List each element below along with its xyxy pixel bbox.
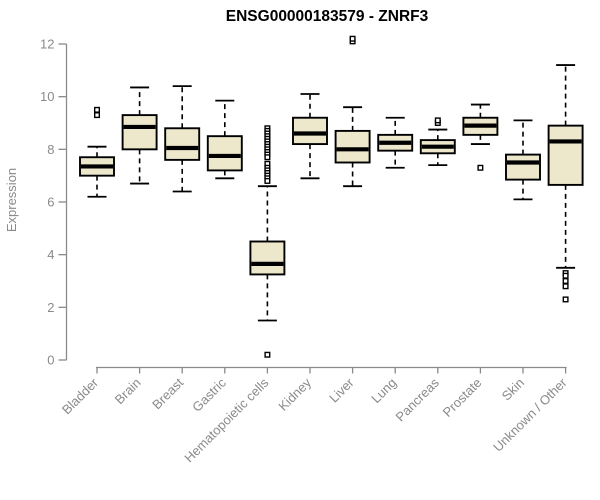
outlier-point [562, 296, 569, 303]
boxplot-brain [121, 86, 158, 185]
boxplot-liver [334, 35, 371, 188]
iqr-box [249, 240, 286, 276]
boxplot-series [79, 35, 584, 358]
boxplot-hematopoietic-cells [249, 125, 286, 358]
boxplot-kidney [292, 93, 328, 180]
iqr-box [164, 127, 201, 161]
outlier-point [562, 272, 569, 279]
y-axis-label: Expression [4, 168, 19, 232]
y-tick-label: 6 [47, 195, 54, 210]
y-tick-label: 2 [47, 300, 54, 315]
boxplot-pancreas [419, 117, 456, 167]
outlier-point [264, 154, 271, 161]
iqr-box [292, 116, 328, 146]
y-tick-label: 12 [40, 37, 54, 52]
boxplot-skin [505, 119, 541, 201]
outlier-point [264, 177, 271, 184]
chart-title: ENSG00000183579 - ZNRF3 [226, 8, 429, 25]
y-tick-label: 0 [47, 353, 54, 368]
iqr-box [505, 153, 541, 181]
y-tick-label: 8 [47, 142, 54, 157]
outlier-point [93, 106, 100, 113]
iqr-box [206, 135, 243, 172]
boxplot-prostate [462, 103, 499, 171]
outlier-point [264, 351, 271, 358]
y-tick-label: 4 [47, 247, 54, 262]
boxplot-lung [377, 116, 414, 169]
outlier-point [562, 278, 569, 285]
outlier-point [562, 283, 569, 290]
outlier-point [93, 112, 100, 119]
outlier-point [477, 164, 484, 171]
boxplot-unknown-other [547, 64, 584, 303]
boxplot-bladder [79, 106, 115, 198]
outlier-point [434, 117, 441, 124]
outlier-point [349, 35, 356, 42]
iqr-box [121, 114, 158, 151]
boxplot-gastric [206, 99, 243, 180]
iqr-box [547, 124, 584, 186]
boxplot-breast [164, 85, 201, 193]
y-tick-label: 10 [40, 89, 54, 104]
iqr-box [334, 129, 371, 164]
